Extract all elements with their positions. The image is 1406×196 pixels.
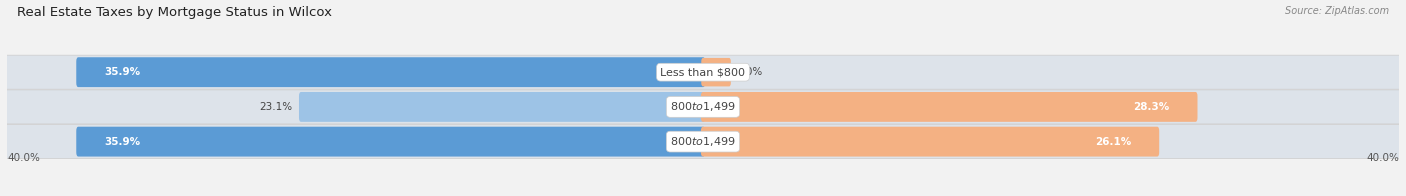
Text: 26.1%: 26.1%: [1095, 137, 1130, 147]
Text: 35.9%: 35.9%: [104, 137, 141, 147]
Text: Less than $800: Less than $800: [661, 67, 745, 77]
FancyBboxPatch shape: [4, 125, 1402, 159]
FancyBboxPatch shape: [76, 127, 704, 157]
Text: 40.0%: 40.0%: [1367, 153, 1399, 163]
Text: $800 to $1,499: $800 to $1,499: [671, 100, 735, 113]
FancyBboxPatch shape: [702, 92, 1198, 122]
FancyBboxPatch shape: [76, 57, 704, 87]
Text: 40.0%: 40.0%: [7, 153, 39, 163]
Text: Real Estate Taxes by Mortgage Status in Wilcox: Real Estate Taxes by Mortgage Status in …: [17, 6, 332, 19]
Text: Source: ZipAtlas.com: Source: ZipAtlas.com: [1285, 6, 1389, 16]
FancyBboxPatch shape: [702, 127, 1159, 157]
FancyBboxPatch shape: [4, 55, 1402, 89]
Text: 35.9%: 35.9%: [104, 67, 141, 77]
Text: 28.3%: 28.3%: [1133, 102, 1170, 112]
FancyBboxPatch shape: [299, 92, 704, 122]
Text: $800 to $1,499: $800 to $1,499: [671, 135, 735, 148]
Text: 23.1%: 23.1%: [259, 102, 292, 112]
FancyBboxPatch shape: [4, 90, 1402, 124]
FancyBboxPatch shape: [702, 58, 731, 86]
Text: 0.0%: 0.0%: [737, 67, 762, 77]
